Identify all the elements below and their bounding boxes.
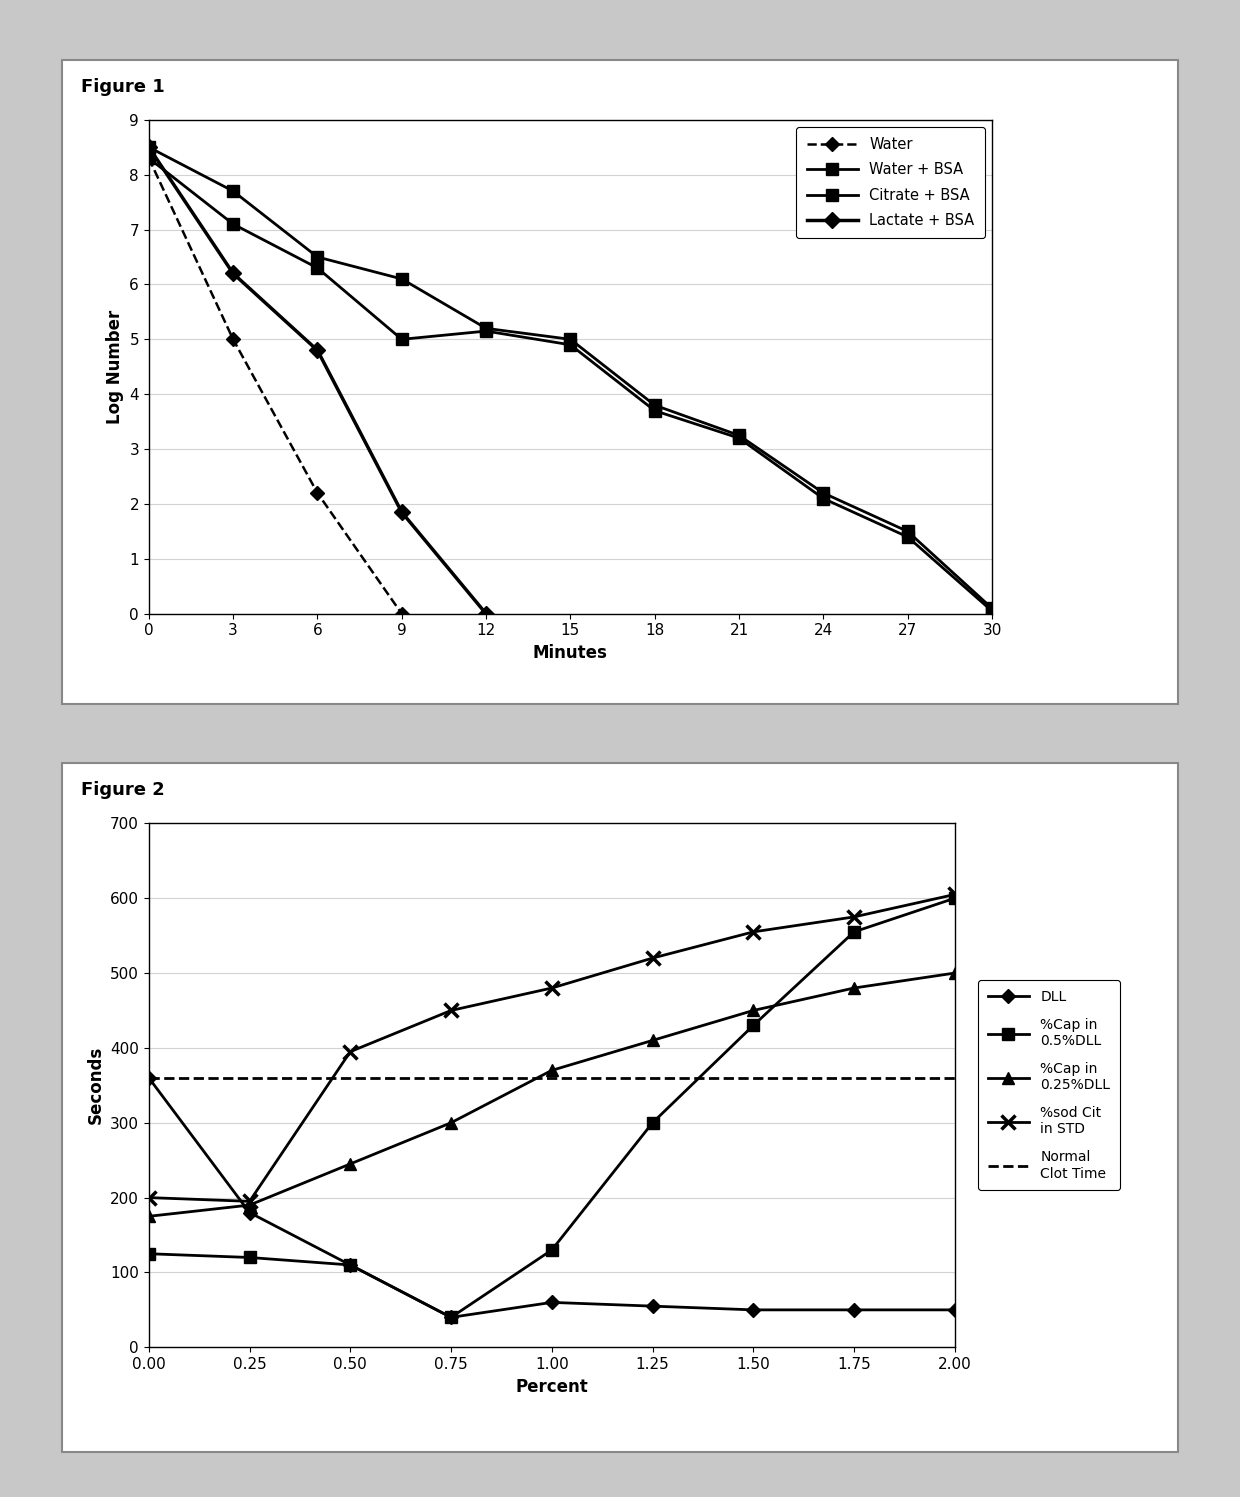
%Cap in
0.5%DLL	[342, 1256, 358, 1274]
%sod Cit
in STD	[645, 949, 660, 967]
Water + BSA	[732, 427, 746, 445]
Legend: Water, Water + BSA, Citrate + BSA, Lactate + BSA: Water, Water + BSA, Citrate + BSA, Lacta…	[796, 127, 985, 238]
Lactate + BSA	[226, 265, 241, 283]
Citrate + BSA	[563, 335, 578, 353]
Water	[310, 484, 325, 501]
%Cap in
0.25%DLL	[947, 964, 962, 982]
Citrate + BSA	[226, 216, 241, 234]
%Cap in
0.25%DLL	[141, 1207, 156, 1225]
DLL	[544, 1293, 559, 1311]
%sod Cit
in STD	[444, 1001, 459, 1019]
%Cap in
0.25%DLL	[342, 1156, 358, 1174]
Lactate + BSA	[141, 138, 156, 156]
%Cap in
0.5%DLL	[444, 1308, 459, 1326]
Citrate + BSA	[985, 602, 999, 620]
%sod Cit
in STD	[544, 979, 559, 997]
Line: Lactate + BSA: Lactate + BSA	[144, 142, 491, 620]
Water	[394, 605, 409, 623]
X-axis label: Percent: Percent	[516, 1377, 588, 1395]
%Cap in
0.25%DLL	[745, 1001, 760, 1019]
Normal
Clot Time	[544, 1069, 559, 1087]
Line: %Cap in
0.5%DLL: %Cap in 0.5%DLL	[144, 892, 960, 1323]
Text: Figure 1: Figure 1	[81, 78, 165, 96]
Citrate + BSA	[310, 259, 325, 277]
Lactate + BSA	[394, 503, 409, 521]
Water + BSA	[647, 397, 662, 415]
%Cap in
0.5%DLL	[745, 1016, 760, 1034]
Water + BSA	[479, 319, 494, 337]
Normal
Clot Time	[141, 1069, 156, 1087]
%Cap in
0.5%DLL	[141, 1244, 156, 1262]
Citrate + BSA	[479, 322, 494, 340]
Text: Figure 2: Figure 2	[81, 781, 165, 799]
%sod Cit
in STD	[342, 1042, 358, 1060]
%sod Cit
in STD	[242, 1192, 257, 1210]
Citrate + BSA	[900, 528, 915, 546]
DLL	[342, 1256, 358, 1274]
%Cap in
0.5%DLL	[947, 889, 962, 907]
Water + BSA	[900, 522, 915, 540]
Line: Water: Water	[144, 153, 407, 618]
Citrate + BSA	[816, 490, 831, 507]
DLL	[444, 1308, 459, 1326]
DLL	[847, 1301, 862, 1319]
Citrate + BSA	[141, 150, 156, 168]
Y-axis label: Log Number: Log Number	[105, 310, 124, 424]
DLL	[745, 1301, 760, 1319]
%Cap in
0.5%DLL	[544, 1241, 559, 1259]
%sod Cit
in STD	[141, 1189, 156, 1207]
Line: Citrate + BSA: Citrate + BSA	[144, 153, 997, 617]
DLL	[242, 1204, 257, 1222]
Water + BSA	[985, 599, 999, 617]
DLL	[645, 1296, 660, 1316]
Line: DLL: DLL	[144, 1073, 960, 1322]
%Cap in
0.5%DLL	[645, 1114, 660, 1132]
Lactate + BSA	[310, 341, 325, 359]
Citrate + BSA	[394, 331, 409, 349]
DLL	[141, 1069, 156, 1087]
%Cap in
0.25%DLL	[645, 1031, 660, 1049]
%sod Cit
in STD	[745, 922, 760, 940]
Water	[141, 150, 156, 168]
Line: Water + BSA: Water + BSA	[144, 142, 997, 614]
X-axis label: Minutes: Minutes	[533, 644, 608, 662]
Line: %Cap in
0.25%DLL: %Cap in 0.25%DLL	[144, 967, 960, 1222]
Water + BSA	[394, 269, 409, 287]
Citrate + BSA	[647, 401, 662, 419]
%Cap in
0.25%DLL	[847, 979, 862, 997]
%sod Cit
in STD	[847, 907, 862, 925]
DLL	[947, 1301, 962, 1319]
Water + BSA	[563, 331, 578, 349]
Water	[226, 331, 241, 349]
Water + BSA	[310, 249, 325, 266]
Water + BSA	[816, 484, 831, 501]
%Cap in
0.25%DLL	[444, 1114, 459, 1132]
Lactate + BSA	[479, 605, 494, 623]
%Cap in
0.5%DLL	[242, 1248, 257, 1266]
Line: %sod Cit
in STD: %sod Cit in STD	[141, 888, 962, 1208]
Legend: DLL, %Cap in
0.5%DLL, %Cap in
0.25%DLL, %sod Cit
in STD, Normal
Clot Time: DLL, %Cap in 0.5%DLL, %Cap in 0.25%DLL, …	[978, 981, 1120, 1190]
Y-axis label: Seconds: Seconds	[87, 1046, 104, 1124]
%Cap in
0.25%DLL	[242, 1196, 257, 1214]
%sod Cit
in STD	[947, 885, 962, 903]
%Cap in
0.5%DLL	[847, 922, 862, 940]
%Cap in
0.25%DLL	[544, 1061, 559, 1079]
Water + BSA	[141, 138, 156, 156]
Citrate + BSA	[732, 430, 746, 448]
Water + BSA	[226, 183, 241, 201]
